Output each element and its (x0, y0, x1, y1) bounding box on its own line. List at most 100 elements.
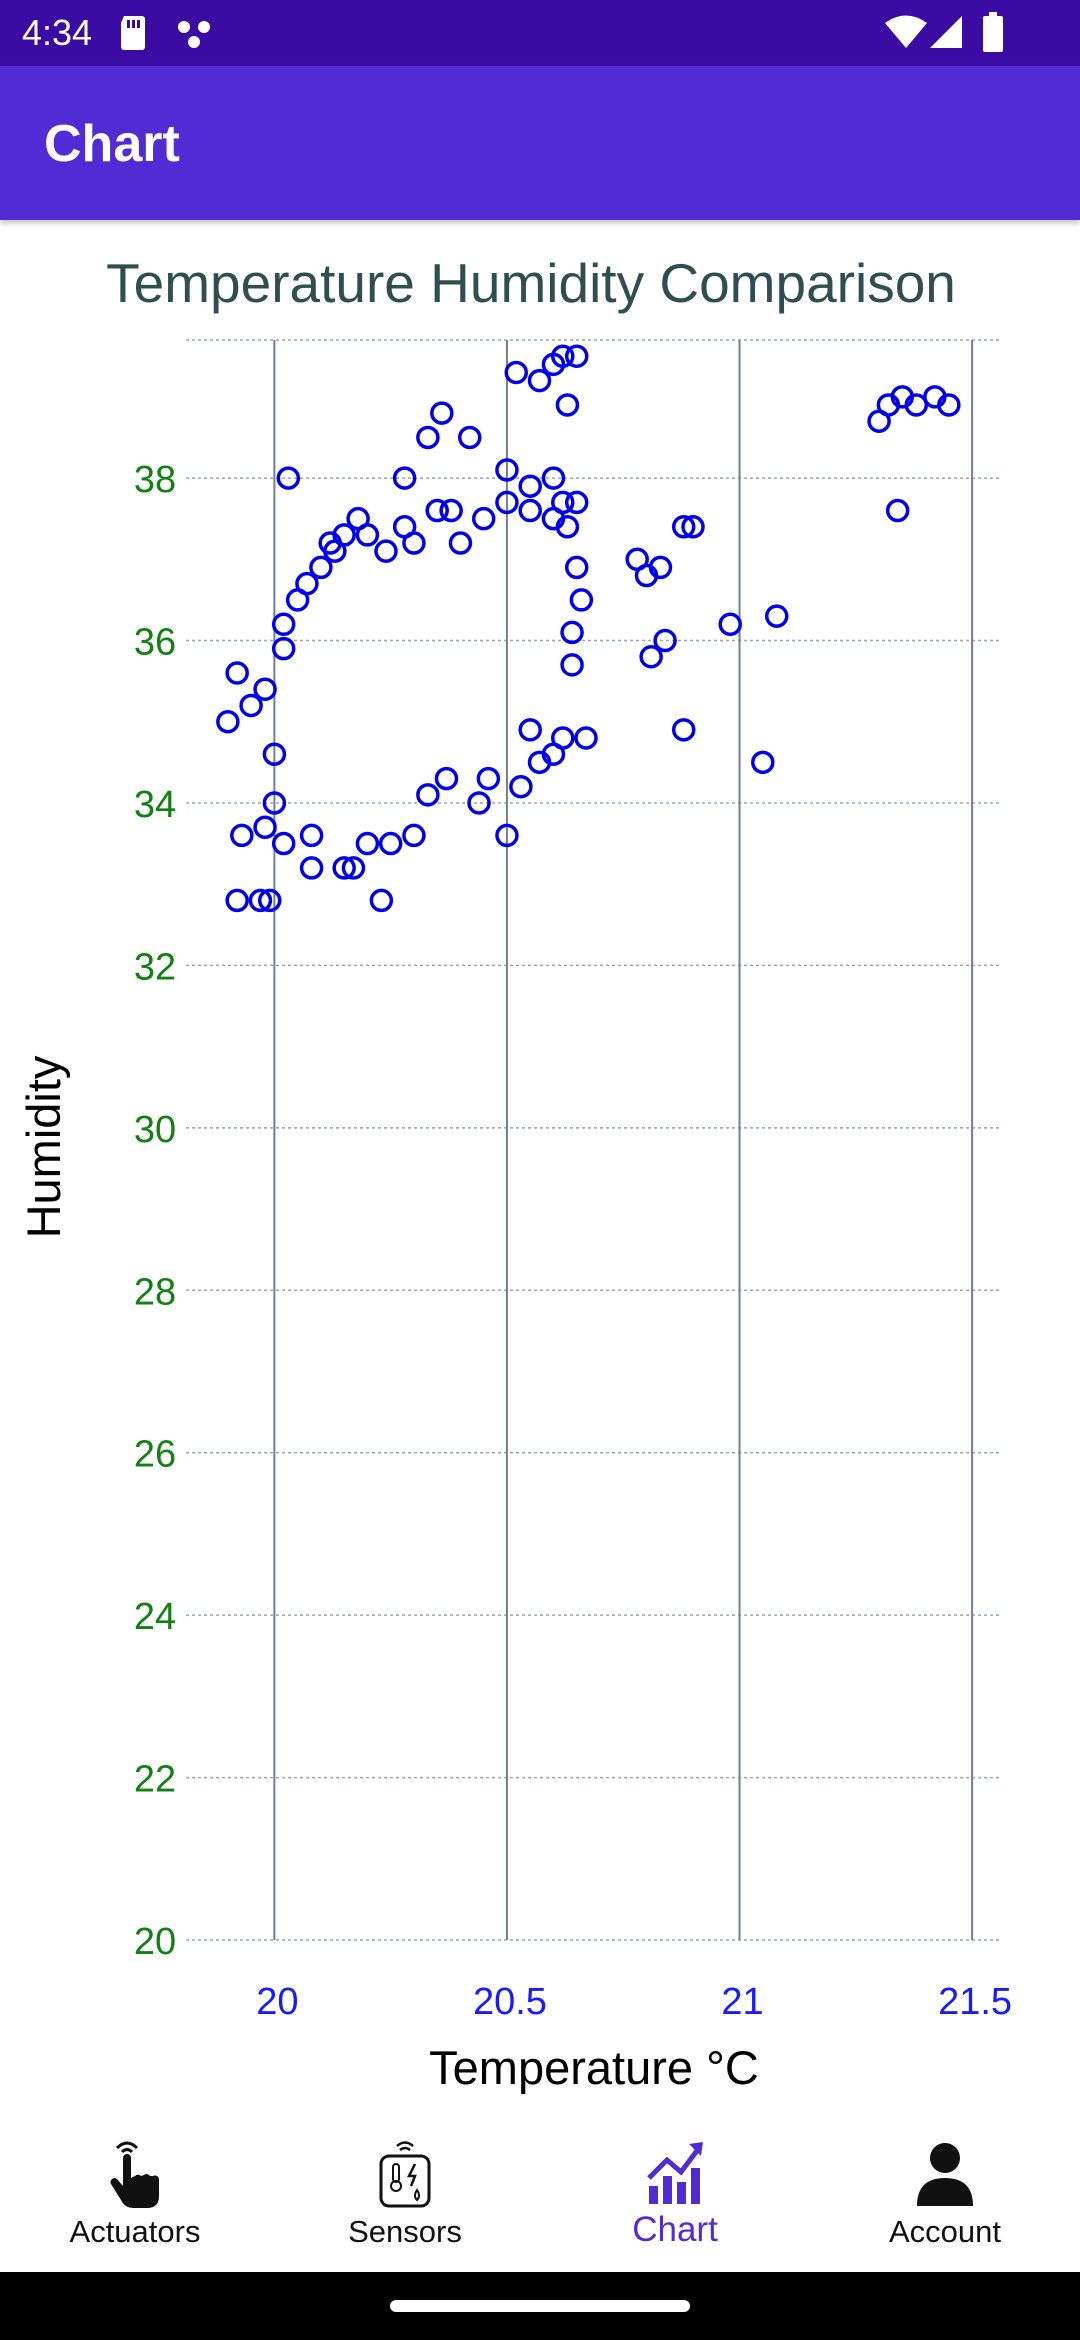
data-point (276, 466, 301, 490)
x-tick-labels: 20 20.5 21 21.5 (256, 1981, 1012, 2023)
data-points (216, 344, 961, 913)
person-icon (917, 2143, 973, 2206)
data-point (230, 823, 254, 848)
page-title: Chart (44, 115, 180, 173)
data-point (518, 718, 542, 742)
data-point (504, 360, 529, 385)
y-tick-label: 28 (134, 1271, 176, 1313)
data-point (671, 515, 696, 539)
y-tick-label: 24 (134, 1596, 176, 1638)
data-point (560, 653, 584, 677)
chart-area: Temperature Humidity Comparison 20 20.5 21… (0, 220, 1080, 2120)
data-point (271, 612, 296, 637)
y-tick-label: 36 (134, 622, 176, 664)
nav-label-sensors: Sensors (348, 2214, 462, 2249)
x-tick-label: 21.5 (938, 1981, 1012, 2023)
data-point (653, 628, 677, 653)
data-point (751, 750, 775, 775)
data-point (569, 588, 594, 612)
data-point (299, 823, 324, 848)
scatter-chart: Temperature Humidity Comparison 20 20.5 21… (17, 252, 1012, 2094)
data-point (555, 393, 580, 417)
data-point (434, 766, 459, 791)
data-point (425, 498, 449, 523)
hand-pointer-icon (110, 2141, 159, 2208)
data-point (355, 831, 380, 856)
nav-item-actuators[interactable]: Actuators (0, 2120, 270, 2272)
nav-label-account: Account (888, 2214, 1001, 2249)
y-tick-labels: 20 22 24 26 28 30 32 34 36 38 (134, 459, 176, 1963)
data-point (369, 888, 394, 913)
data-point (639, 645, 663, 669)
bottom-navigation: Actuators Sensors Chart (0, 2120, 1080, 2272)
data-point (439, 498, 463, 523)
y-tick-label: 32 (134, 946, 176, 988)
data-point (518, 474, 542, 498)
data-point (271, 636, 296, 661)
data-point (527, 368, 552, 393)
data-point (937, 393, 961, 417)
data-point (495, 490, 519, 515)
data-point (885, 498, 910, 523)
data-point (476, 766, 501, 791)
y-tick-label: 38 (134, 459, 176, 501)
chart-title: Temperature Humidity Comparison (106, 252, 956, 314)
nav-label-actuators: Actuators (69, 2214, 201, 2249)
data-point (378, 831, 403, 856)
home-gesture-handle[interactable] (390, 2300, 690, 2312)
data-point (904, 393, 929, 417)
status-bar: 4:34 (0, 0, 1080, 66)
nav-item-chart[interactable]: Chart (540, 2120, 810, 2272)
data-point (467, 791, 491, 815)
data-point (257, 888, 282, 913)
data-point (551, 490, 575, 515)
data-point (671, 718, 696, 742)
battery-icon (983, 12, 1003, 52)
data-point (402, 531, 426, 555)
data-point (416, 783, 440, 807)
data-point (271, 831, 296, 856)
data-point (332, 856, 356, 880)
data-point (309, 555, 333, 580)
data-point (392, 466, 417, 490)
data-point (555, 515, 580, 539)
data-point (299, 856, 324, 880)
data-point (574, 726, 598, 750)
wifi-icon (885, 15, 927, 48)
data-point (253, 677, 277, 701)
chart-growth-icon (647, 2142, 703, 2204)
data-point (495, 458, 519, 482)
data-point (560, 620, 584, 645)
data-point (564, 490, 589, 515)
data-point (262, 742, 287, 766)
nav-item-sensors[interactable]: Sensors (270, 2120, 540, 2272)
data-point (518, 498, 542, 523)
data-point (509, 774, 533, 799)
data-point (718, 612, 742, 637)
y-tick-label: 20 (134, 1921, 176, 1963)
data-point (551, 344, 575, 368)
data-point (341, 856, 366, 880)
sensor-device-icon (379, 2141, 431, 2208)
data-point (416, 425, 440, 450)
data-point (262, 791, 287, 815)
data-point (448, 531, 473, 555)
sd-card-icon (121, 16, 145, 50)
y-tick-label: 26 (134, 1434, 176, 1476)
nav-item-account[interactable]: Account (810, 2120, 1080, 2272)
data-point (402, 823, 426, 848)
y-axis-label: Humidity (17, 1055, 70, 1238)
y-tick-label: 22 (134, 1759, 176, 1801)
data-point (225, 661, 249, 685)
status-time: 4:34 (22, 12, 93, 53)
data-point (355, 523, 380, 547)
grid-lines (186, 339, 1000, 1941)
data-point (457, 425, 482, 450)
data-point (216, 709, 240, 734)
data-point (239, 693, 263, 718)
data-point (764, 604, 789, 628)
data-point (225, 888, 249, 913)
data-point (430, 401, 454, 425)
data-point (295, 571, 319, 596)
data-point (541, 466, 566, 490)
